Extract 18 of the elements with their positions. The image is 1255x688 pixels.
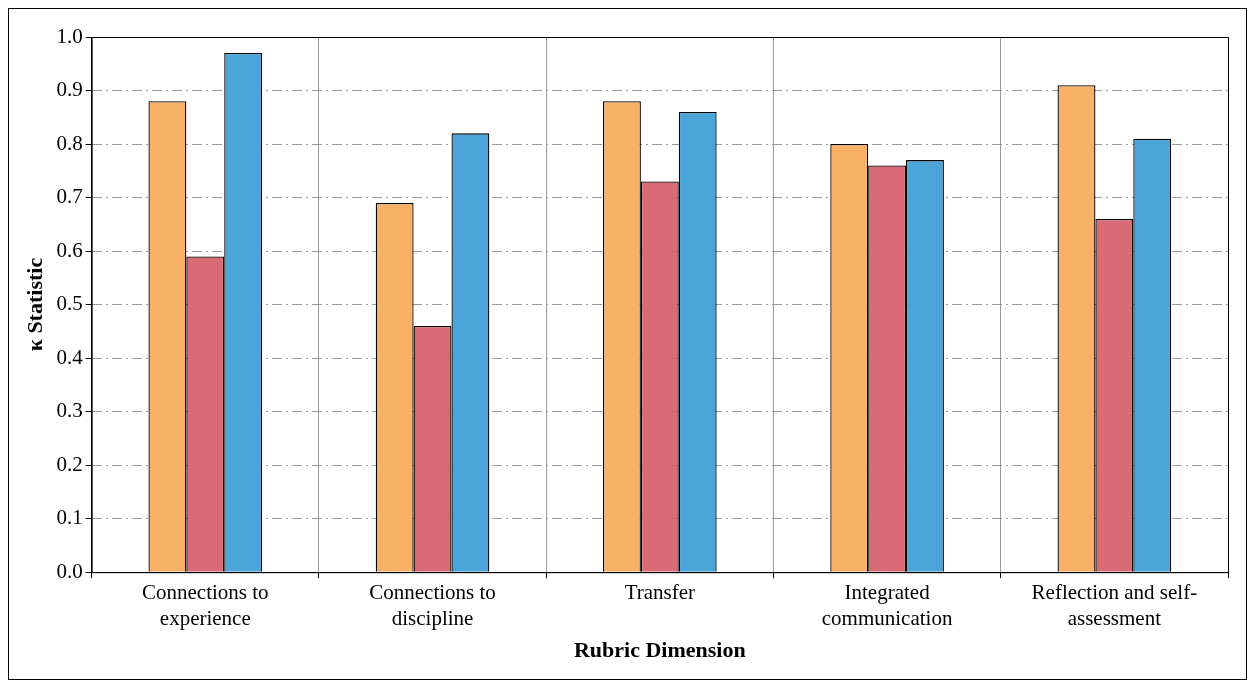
x-axis-title: Rubric Dimension <box>573 637 746 663</box>
y-tick-label: 0.2 <box>56 451 83 476</box>
y-tick-label: 0.4 <box>56 344 84 369</box>
y-tick-label: 0.0 <box>56 558 83 583</box>
x-tick-label: Connections to experience <box>142 580 269 630</box>
y-tick-label: 0.9 <box>56 77 83 102</box>
y-axis-title: κ Statistic <box>21 257 47 352</box>
x-tick-label: Reflection and self-assessment <box>1031 580 1198 630</box>
y-tick-label: 0.5 <box>56 291 83 316</box>
y-tick-label: 0.7 <box>56 184 83 209</box>
y-tick-label: 0.6 <box>56 237 83 262</box>
y-tick-label: 0.3 <box>56 398 83 423</box>
x-tick-label: Transfer <box>624 580 696 605</box>
x-tick-label: Connections to discipline <box>369 580 496 630</box>
y-tick-label: 0.8 <box>56 130 83 155</box>
y-tick-label: 1.0 <box>56 23 83 48</box>
y-tick-label: 0.1 <box>56 505 83 530</box>
x-tick-label: Integrated communication <box>821 580 953 630</box>
